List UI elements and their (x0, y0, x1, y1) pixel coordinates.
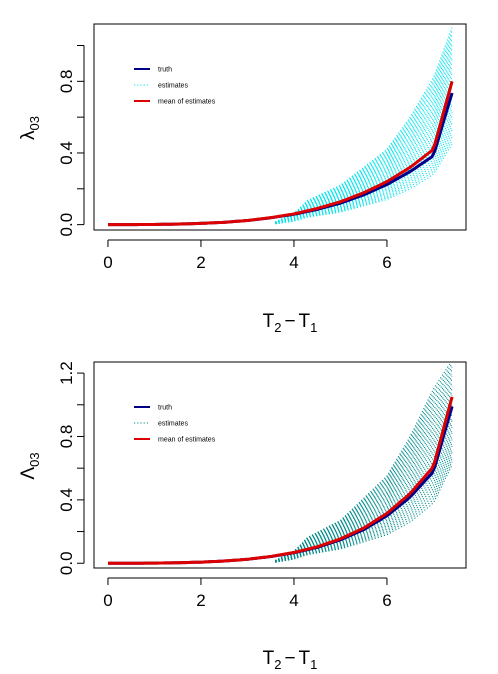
estimate-curve (275, 385, 453, 562)
estimate-curve (275, 379, 453, 562)
estimate-curve (275, 66, 453, 224)
estimate-curve (275, 133, 453, 225)
x-tick-label: 6 (382, 591, 391, 610)
estimate-curve (275, 442, 453, 563)
upper-chart-lambda: 0 2 4 6 0.0 0.4 0.8 T2− T1 λ03 truth estimates mean … (18, 23, 467, 335)
x-axis-title: T2− T1 (263, 311, 318, 335)
mean-of-estimates-series-line (108, 396, 454, 565)
plot-area (108, 362, 454, 565)
estimate-curve (275, 445, 453, 563)
y-tick-label: 0.0 (57, 551, 76, 575)
y-axis-title: Λ03 (18, 452, 42, 479)
truth-series-line (108, 92, 454, 227)
legend-label: estimates (158, 421, 188, 428)
y-tick-label: 0.0 (57, 213, 76, 237)
x-tick-label: 6 (382, 253, 391, 272)
estimate-curve (275, 69, 453, 224)
x-tick-label: 4 (289, 253, 298, 272)
truth-series-line (108, 405, 454, 565)
mean-of-estimates-series-line (108, 80, 454, 227)
lower-chart-cumulative-lambda: 0 2 4 6 0.0 0.4 0.8 1.2 T2− T1 Λ03 truth estimates me… (18, 361, 467, 672)
estimate-curve (275, 404, 453, 562)
estimate-curve (275, 143, 453, 225)
estimate-curve (275, 439, 453, 563)
legend: truth estimates mean of estimates (134, 67, 216, 106)
x-tick-label: 2 (196, 253, 205, 272)
y-axis-title: λ03 (18, 116, 42, 140)
estimate-curve (275, 420, 453, 562)
legend-label: truth (158, 67, 172, 74)
estimate-curve (275, 423, 453, 562)
estimate-curve (275, 83, 453, 224)
estimate-curve (275, 52, 453, 223)
x-tick-label: 2 (196, 591, 205, 610)
estimate-curve (275, 362, 452, 561)
estimate-curve (275, 140, 453, 225)
estimate-curve (275, 122, 453, 224)
legend-label: mean of estimates (158, 99, 216, 106)
y-tick-label: 1.2 (57, 361, 76, 385)
estimate-curve (275, 45, 453, 223)
estimate-curve (275, 433, 453, 563)
estimate-curve (275, 426, 453, 563)
estimate-curve (275, 73, 453, 224)
estimate-curve (275, 401, 453, 562)
estimate-curve (275, 62, 453, 223)
estimate-curve (275, 112, 453, 224)
x-tick-label: 0 (103, 591, 112, 610)
estimate-curve (275, 448, 453, 563)
estimate-curve (275, 34, 453, 223)
estimate-curve (275, 101, 453, 224)
y-tick-label: 0.4 (57, 488, 76, 512)
estimate-curve (275, 38, 453, 223)
y-tick-label: 0.8 (57, 70, 76, 94)
estimate-curve (275, 136, 453, 225)
estimate-curve (275, 59, 453, 223)
legend-label: mean of estimates (158, 437, 216, 444)
legend-label: estimates (158, 83, 188, 90)
x-axis-title: T2− T1 (263, 648, 318, 672)
legend-label: truth (158, 405, 172, 412)
estimate-curve (275, 452, 453, 563)
estimate-curve (275, 388, 453, 562)
y-tick-label: 0.4 (57, 141, 76, 165)
estimate-curve (275, 27, 453, 223)
estimate-curve (275, 407, 453, 562)
estimate-curve (275, 372, 453, 562)
plot-area (108, 27, 454, 227)
plot-frame (93, 361, 467, 569)
estimates-series (275, 362, 453, 563)
estimate-curve (275, 80, 453, 224)
estimate-curve (275, 464, 453, 563)
y-tick-label: 0.8 (57, 425, 76, 449)
x-tick-label: 4 (289, 591, 298, 610)
estimate-curve (275, 55, 453, 223)
x-tick-label: 0 (103, 253, 112, 272)
estimate-curve (275, 395, 453, 562)
estimate-curve (275, 458, 453, 563)
estimate-curve (275, 429, 453, 563)
legend: truth estimates mean of estimates (134, 405, 216, 444)
plot-frame (93, 23, 467, 231)
